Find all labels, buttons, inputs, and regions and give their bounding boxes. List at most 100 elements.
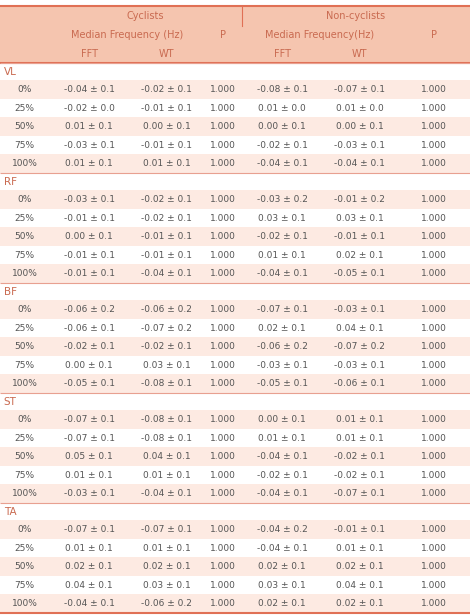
Text: 0.04 ± 0.1: 0.04 ± 0.1 [143, 452, 191, 461]
Text: -0.03 ± 0.1: -0.03 ± 0.1 [64, 489, 115, 498]
Text: 1.000: 1.000 [210, 140, 236, 150]
Text: 25%: 25% [15, 103, 35, 113]
Text: -0.02 ± 0.1: -0.02 ± 0.1 [141, 214, 192, 222]
Text: 0.01 ± 0.1: 0.01 ± 0.1 [65, 543, 113, 553]
Text: 1.000: 1.000 [421, 543, 446, 553]
Bar [0, 576, 470, 594]
Text: 0.02 ± 0.1: 0.02 ± 0.1 [336, 599, 384, 608]
Bar [0, 356, 470, 375]
Text: -0.06 ± 0.1: -0.06 ± 0.1 [64, 323, 115, 333]
Text: 1.000: 1.000 [421, 251, 446, 259]
Text: 1.000: 1.000 [421, 360, 446, 370]
Text: 1.000: 1.000 [210, 85, 236, 94]
Text: 1.000: 1.000 [210, 195, 236, 204]
Text: -0.02 ± 0.1: -0.02 ± 0.1 [141, 342, 192, 351]
Text: 0.04 ± 0.1: 0.04 ± 0.1 [65, 581, 113, 590]
Text: 1.000: 1.000 [210, 452, 236, 461]
Text: -0.07 ± 0.1: -0.07 ± 0.1 [64, 525, 115, 534]
Text: ST: ST [4, 397, 16, 407]
Text: 0.01 ± 0.1: 0.01 ± 0.1 [336, 415, 384, 424]
Text: 1.000: 1.000 [421, 525, 446, 534]
Text: 1.000: 1.000 [421, 232, 446, 241]
Text: -0.07 ± 0.2: -0.07 ± 0.2 [141, 323, 192, 333]
Text: -0.02 ± 0.1: -0.02 ± 0.1 [257, 140, 307, 150]
Text: 1.000: 1.000 [210, 360, 236, 370]
Text: 1.000: 1.000 [210, 122, 236, 131]
Bar [0, 80, 470, 99]
Bar [0, 319, 470, 338]
Text: 1.000: 1.000 [210, 342, 236, 351]
Text: 100%: 100% [12, 489, 38, 498]
Bar [0, 393, 470, 410]
Text: 75%: 75% [15, 360, 35, 370]
Bar [0, 44, 470, 63]
Text: 1.000: 1.000 [421, 379, 446, 388]
Text: FFT: FFT [81, 49, 98, 59]
Text: 1.000: 1.000 [210, 103, 236, 113]
Text: -0.08 ± 0.1: -0.08 ± 0.1 [141, 379, 192, 388]
Text: 0.03 ± 0.1: 0.03 ± 0.1 [336, 214, 384, 222]
Text: 0.02 ± 0.1: 0.02 ± 0.1 [258, 323, 306, 333]
Text: -0.02 ± 0.1: -0.02 ± 0.1 [257, 232, 307, 241]
Bar [0, 557, 470, 576]
Text: -0.08 ± 0.1: -0.08 ± 0.1 [141, 415, 192, 424]
Text: 75%: 75% [15, 251, 35, 259]
Bar [0, 264, 470, 283]
Text: 1.000: 1.000 [210, 581, 236, 590]
Text: 1.000: 1.000 [210, 562, 236, 571]
Text: 1.000: 1.000 [210, 323, 236, 333]
Text: 0%: 0% [17, 525, 32, 534]
Text: 1.000: 1.000 [421, 85, 446, 94]
Text: 0.00 ± 0.1: 0.00 ± 0.1 [143, 122, 191, 131]
Text: 1.000: 1.000 [421, 159, 446, 168]
Text: 0.01 ± 0.1: 0.01 ± 0.1 [143, 159, 191, 168]
Text: -0.07 ± 0.1: -0.07 ± 0.1 [334, 489, 385, 498]
Text: -0.01 ± 0.1: -0.01 ± 0.1 [64, 214, 115, 222]
Text: 0%: 0% [17, 85, 32, 94]
Bar [0, 410, 470, 429]
Text: -0.03 ± 0.1: -0.03 ± 0.1 [257, 360, 307, 370]
Text: WT: WT [352, 49, 367, 59]
Text: 50%: 50% [15, 122, 35, 131]
Text: -0.01 ± 0.1: -0.01 ± 0.1 [141, 232, 192, 241]
Text: 1.000: 1.000 [210, 415, 236, 424]
Text: Cyclists: Cyclists [127, 11, 164, 21]
Text: -0.04 ± 0.1: -0.04 ± 0.1 [64, 599, 115, 608]
Text: 50%: 50% [15, 562, 35, 571]
Text: 1.000: 1.000 [210, 379, 236, 388]
Text: 1.000: 1.000 [421, 562, 446, 571]
Text: 1.000: 1.000 [421, 599, 446, 608]
Text: -0.02 ± 0.1: -0.02 ± 0.1 [334, 471, 385, 480]
Text: 1.000: 1.000 [421, 140, 446, 150]
Text: FFT: FFT [274, 49, 290, 59]
Text: -0.02 ± 0.1: -0.02 ± 0.1 [334, 452, 385, 461]
Text: -0.04 ± 0.1: -0.04 ± 0.1 [141, 489, 192, 498]
Text: 1.000: 1.000 [210, 489, 236, 498]
Bar [0, 26, 470, 44]
Text: -0.06 ± 0.2: -0.06 ± 0.2 [141, 599, 192, 608]
Text: -0.04 ± 0.1: -0.04 ± 0.1 [257, 269, 307, 278]
Text: WT: WT [159, 49, 174, 59]
Text: 0.01 ± 0.1: 0.01 ± 0.1 [65, 471, 113, 480]
Text: 0.01 ± 0.1: 0.01 ± 0.1 [258, 251, 306, 259]
Text: 0.03 ± 0.1: 0.03 ± 0.1 [143, 360, 191, 370]
Text: -0.03 ± 0.1: -0.03 ± 0.1 [64, 140, 115, 150]
Text: 1.000: 1.000 [210, 434, 236, 442]
Text: Median Frequency (Hz): Median Frequency (Hz) [71, 30, 183, 40]
Text: BF: BF [4, 286, 17, 296]
Text: -0.05 ± 0.1: -0.05 ± 0.1 [257, 379, 307, 388]
Text: 0.01 ± 0.1: 0.01 ± 0.1 [65, 159, 113, 168]
Text: -0.04 ± 0.1: -0.04 ± 0.1 [64, 85, 115, 94]
Text: -0.06 ± 0.1: -0.06 ± 0.1 [334, 379, 385, 388]
Text: 0.01 ± 0.0: 0.01 ± 0.0 [336, 103, 384, 113]
Bar [0, 190, 470, 209]
Text: -0.01 ± 0.1: -0.01 ± 0.1 [141, 251, 192, 259]
Text: 1.000: 1.000 [421, 214, 446, 222]
Text: -0.01 ± 0.1: -0.01 ± 0.1 [334, 232, 385, 241]
Bar [0, 173, 470, 190]
Text: 75%: 75% [15, 581, 35, 590]
Text: -0.04 ± 0.1: -0.04 ± 0.1 [334, 159, 385, 168]
Text: 1.000: 1.000 [421, 305, 446, 314]
Text: 75%: 75% [15, 140, 35, 150]
Text: 1.000: 1.000 [210, 305, 236, 314]
